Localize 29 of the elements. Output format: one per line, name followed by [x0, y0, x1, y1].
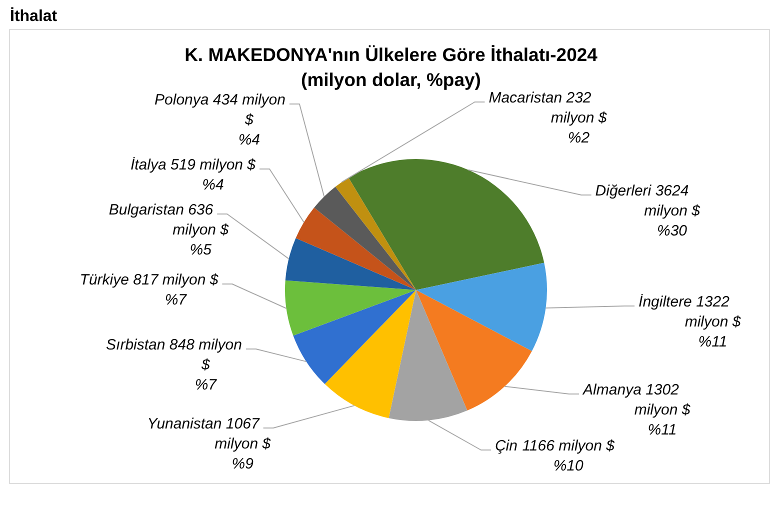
pie-slice: [324, 290, 416, 418]
pie-slice: [335, 178, 416, 290]
pie-slice: [285, 280, 416, 336]
text: İthalat: [10, 7, 58, 25]
chart-title: K. MAKEDONYA'nın Ülkelere Göre İthalatı-2024: [184, 44, 598, 65]
slice-label: Çin: [494, 438, 518, 455]
pie-slice: [348, 159, 544, 290]
chart-subtitle: (milyon dolar, %pay): [301, 69, 481, 90]
pie-slice: [416, 262, 547, 352]
slice-label: Macaristan: [488, 90, 562, 107]
slice-label: İtalya: [130, 156, 166, 174]
data-label: 519 milyon $ %4: [170, 156, 256, 194]
slice-label: Yunanistan: [147, 416, 222, 433]
slice-label: Polonya: [154, 92, 209, 109]
slice-label: İngiltere: [638, 294, 692, 311]
data-label: 848 milyon $ %7: [169, 336, 242, 394]
pie-slice: [314, 186, 416, 290]
slice-label: Diğerleri: [595, 182, 652, 200]
pie-slice: [416, 290, 532, 411]
data-label: 1166 milyon $ %10: [522, 438, 616, 475]
slice-label: Türkiye: [80, 272, 129, 289]
data-label: 434 milyon $ %4: [212, 92, 286, 149]
slice-label: Bulgaristan: [108, 202, 184, 219]
data-label: 817 milyon $ %7: [133, 272, 219, 309]
pie-slice: [285, 238, 416, 290]
slice-label: Almanya: [582, 382, 642, 399]
pie-slice: [293, 290, 416, 384]
slice-label: Sırbistan: [106, 336, 166, 354]
pie-slice: [296, 208, 416, 290]
